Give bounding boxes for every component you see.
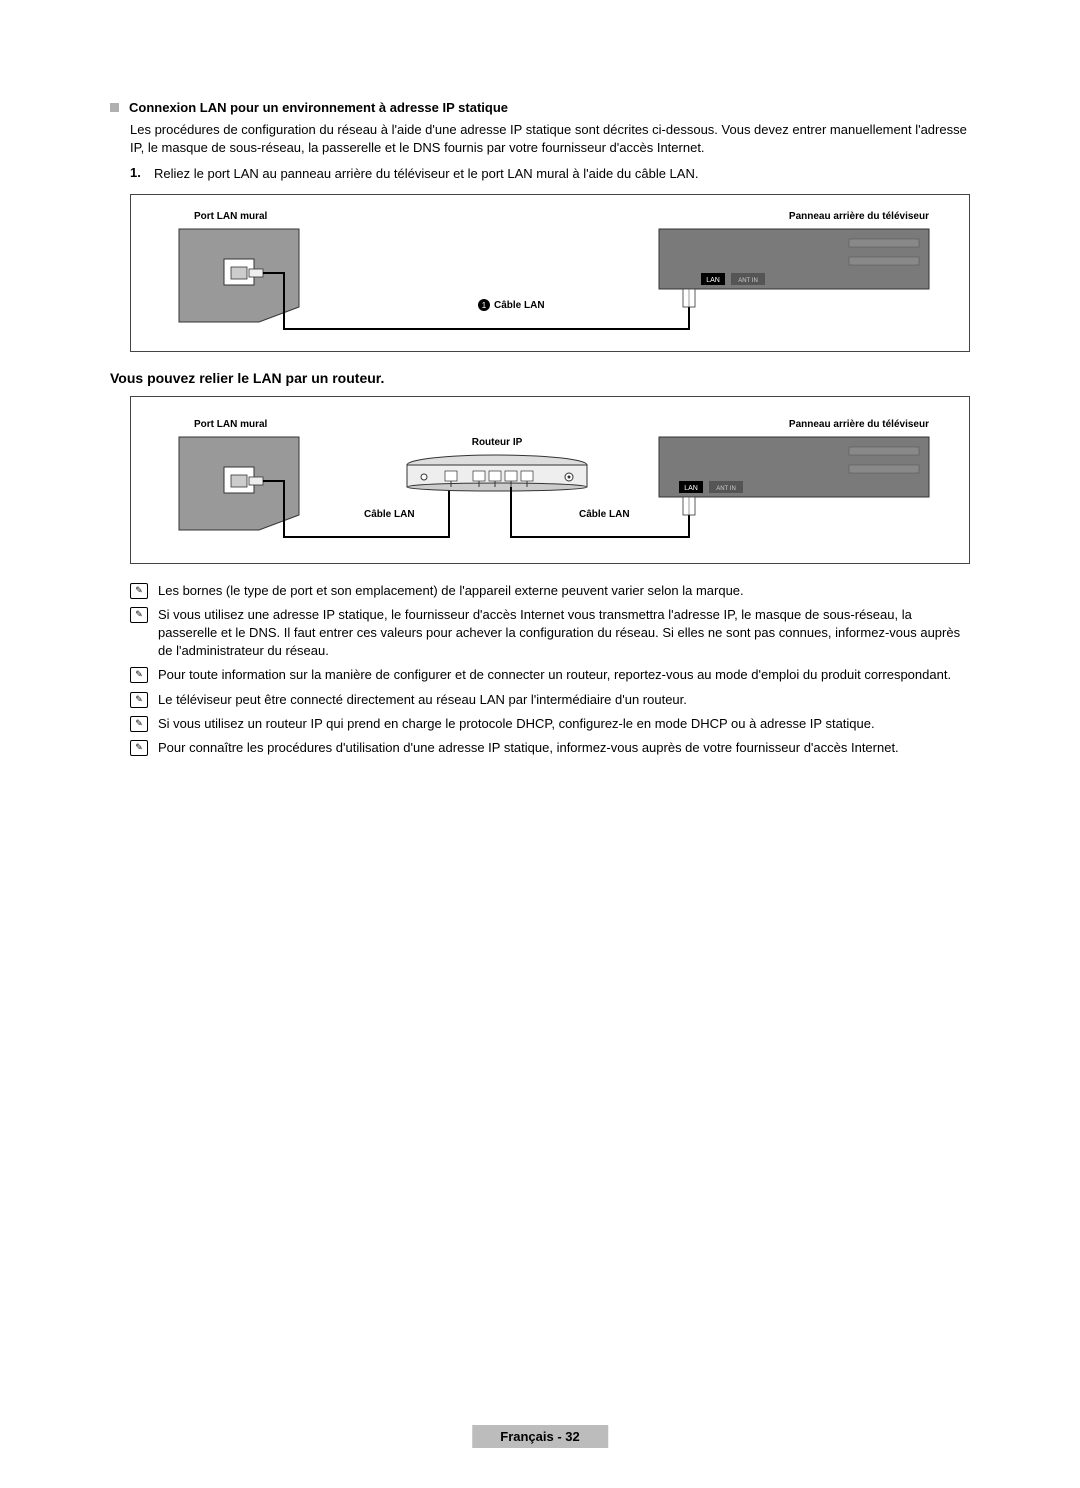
note-text: Si vous utilisez une adresse IP statique…	[158, 606, 970, 661]
note-item: Pour toute information sur la manière de…	[130, 666, 970, 684]
note-text: Si vous utilisez un routeur IP qui prend…	[158, 715, 970, 733]
note-item: Si vous utilisez une adresse IP statique…	[130, 606, 970, 661]
note-item: Si vous utilisez un routeur IP qui prend…	[130, 715, 970, 733]
diagram-1-svg: Port LAN mural 1 Câble LAN Panneau arriè…	[149, 207, 949, 337]
note-icon	[130, 692, 148, 708]
d2-wall-label: Port LAN mural	[194, 419, 268, 430]
note-item: Le téléviseur peut être connecté directe…	[130, 691, 970, 709]
note-icon	[130, 716, 148, 732]
d1-lan-port: LAN	[706, 277, 720, 284]
note-item: Les bornes (le type de port et son empla…	[130, 582, 970, 600]
note-icon	[130, 607, 148, 623]
diagram-1: Port LAN mural 1 Câble LAN Panneau arriè…	[130, 194, 970, 352]
note-text: Pour connaître les procédures d'utilisat…	[158, 739, 970, 757]
d2-router-label: Routeur IP	[472, 437, 523, 448]
note-text: Les bornes (le type de port et son empla…	[158, 582, 970, 600]
d2-cable-left: Câble LAN	[364, 509, 415, 520]
notes-list: Les bornes (le type de port et son empla…	[130, 582, 970, 758]
d1-ant-port: ANT IN	[738, 278, 758, 284]
intro-paragraph: Les procédures de configuration du résea…	[130, 121, 970, 157]
note-item: Pour connaître les procédures d'utilisat…	[130, 739, 970, 757]
d1-wall-label: Port LAN mural	[194, 211, 268, 222]
step-1-text: Reliez le port LAN au panneau arrière du…	[154, 165, 970, 183]
section-heading: Connexion LAN pour un environnement à ad…	[110, 100, 970, 115]
svg-text:1: 1	[482, 301, 487, 310]
d1-tv-label: Panneau arrière du téléviseur	[789, 211, 929, 222]
diagram-2-svg: Port LAN mural Câble LAN Routeur IP	[149, 409, 949, 549]
step-1: 1. Reliez le port LAN au panneau arrière…	[130, 165, 970, 183]
section-title-text: Connexion LAN pour un environnement à ad…	[129, 100, 508, 115]
note-icon	[130, 583, 148, 599]
note-text: Le téléviseur peut être connecté directe…	[158, 691, 970, 709]
d2-cable-right: Câble LAN	[579, 509, 630, 520]
diagram-2: Port LAN mural Câble LAN Routeur IP	[130, 396, 970, 564]
d2-ant-port: ANT IN	[716, 486, 736, 492]
note-icon	[130, 667, 148, 683]
note-text: Pour toute information sur la manière de…	[158, 666, 970, 684]
page-footer: Français - 32	[472, 1425, 608, 1448]
step-1-number: 1.	[130, 165, 154, 183]
bullet-icon	[110, 103, 119, 112]
d1-cable-label: Câble LAN	[494, 300, 545, 311]
note-icon	[130, 740, 148, 756]
subsection-title: Vous pouvez relier le LAN par un routeur…	[110, 370, 970, 386]
d2-lan-port: LAN	[684, 485, 698, 492]
d2-tv-label: Panneau arrière du téléviseur	[789, 419, 929, 430]
